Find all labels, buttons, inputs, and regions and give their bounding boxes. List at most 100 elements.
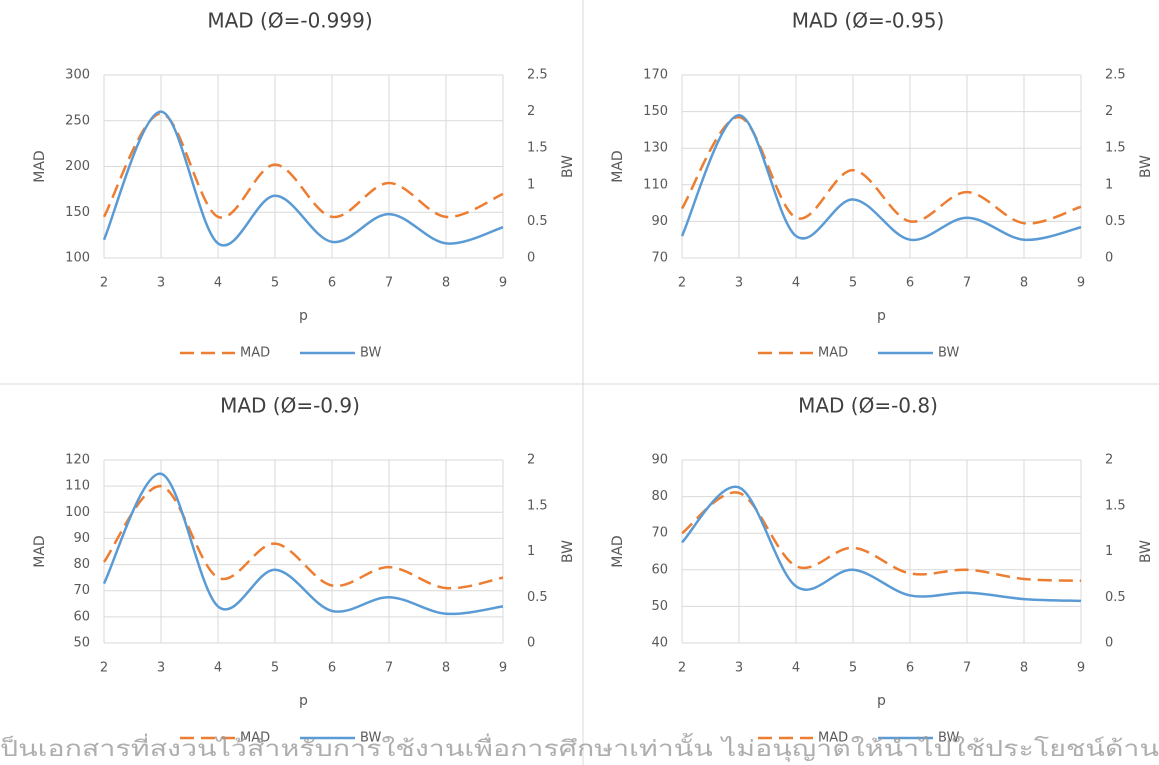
x-tick-label: 9: [1077, 661, 1085, 676]
y-tick-label: 90: [651, 453, 668, 468]
y2-tick-label: 2.5: [1105, 68, 1126, 83]
y-tick-label: 110: [65, 479, 90, 494]
chart-title: MAD (Ø=-0.8): [798, 394, 938, 418]
y-tick-label: 100: [65, 505, 90, 520]
y2-tick-label: 0: [1105, 251, 1113, 266]
x-tick-label: 4: [792, 661, 800, 676]
y2-tick-label: 2.5: [527, 68, 548, 83]
x-tick-label: 3: [735, 661, 743, 676]
x-axis-label: p: [877, 308, 886, 324]
y-tick-label: 60: [651, 562, 668, 577]
x-tick-label: 5: [271, 661, 279, 676]
series-line: [102, 484, 504, 590]
chart-title: MAD (Ø=-0.9): [220, 394, 360, 418]
y-tick-label: 90: [73, 531, 90, 546]
y-tick-label: 50: [73, 636, 90, 651]
legend-label: MAD: [818, 346, 848, 361]
y2-axis-label: BW: [560, 540, 576, 563]
x-tick-label: 5: [849, 276, 857, 291]
x-tick-label: 2: [678, 661, 686, 676]
y-tick-label: 80: [651, 489, 668, 504]
y-tick-label: 80: [73, 557, 90, 572]
y2-tick-label: 2: [1105, 104, 1113, 119]
y-axis-label: MAD: [610, 535, 626, 567]
x-tick-label: 9: [1077, 276, 1085, 291]
y-tick-label: 100: [65, 251, 90, 266]
y-tick-label: 50: [651, 599, 668, 614]
y-tick-label: 170: [643, 68, 668, 83]
y2-axis-label: BW: [560, 155, 576, 178]
legend-label: MAD: [818, 731, 848, 746]
watermark: ป็นเอกสารที่สงวนไว้สำหรับการใช้งานเพื่อก…: [0, 733, 1159, 762]
series-line: [102, 472, 504, 616]
x-tick-label: 5: [271, 276, 279, 291]
y2-tick-label: 0: [1105, 636, 1113, 651]
y-axis-label: MAD: [32, 150, 48, 182]
x-tick-label: 8: [442, 276, 450, 291]
y-tick-label: 70: [651, 526, 668, 541]
legend-label: MAD: [240, 731, 270, 746]
y-tick-label: 40: [651, 636, 668, 651]
y2-tick-label: 1.5: [527, 141, 548, 156]
y-tick-label: 60: [73, 609, 90, 624]
y-tick-label: 90: [651, 214, 668, 229]
y2-tick-label: 1: [527, 544, 535, 559]
y2-axis-label: BW: [1138, 540, 1154, 563]
y-tick-label: 70: [73, 583, 90, 598]
y2-tick-label: 1: [1105, 177, 1113, 192]
y2-tick-label: 0: [527, 636, 535, 651]
x-tick-label: 2: [100, 276, 108, 291]
x-tick-label: 4: [792, 276, 800, 291]
y-tick-label: 70: [651, 251, 668, 266]
y2-tick-label: 1: [527, 177, 535, 192]
legend-label: BW: [938, 346, 959, 361]
y2-tick-label: 1.5: [1105, 141, 1126, 156]
x-tick-label: 4: [214, 276, 222, 291]
y-tick-label: 120: [65, 453, 90, 468]
series-line: [681, 485, 1082, 603]
y-tick-label: 250: [65, 113, 90, 128]
x-tick-label: 3: [157, 661, 165, 676]
legend-label: BW: [360, 346, 381, 361]
y2-axis-label: BW: [1138, 155, 1154, 178]
y-tick-label: 110: [643, 177, 668, 192]
x-tick-label: 9: [499, 661, 507, 676]
y-tick-label: 150: [643, 104, 668, 119]
x-tick-label: 8: [442, 661, 450, 676]
chart-title: MAD (Ø=-0.95): [792, 9, 945, 33]
legend-label: BW: [938, 731, 959, 746]
x-axis-label: p: [299, 693, 308, 709]
x-tick-label: 8: [1020, 661, 1028, 676]
x-tick-label: 6: [328, 661, 336, 676]
x-tick-label: 6: [906, 276, 914, 291]
y2-tick-label: 2: [1105, 453, 1113, 468]
y2-tick-label: 0.5: [1105, 590, 1126, 605]
series-line: [680, 114, 1082, 242]
x-tick-label: 4: [214, 661, 222, 676]
y2-tick-label: 0.5: [527, 590, 548, 605]
x-tick-label: 7: [963, 276, 971, 291]
x-axis-label: p: [877, 693, 886, 709]
y2-tick-label: 1.5: [527, 498, 548, 513]
x-tick-label: 2: [678, 276, 686, 291]
y-tick-label: 130: [643, 141, 668, 156]
x-tick-label: 6: [906, 661, 914, 676]
y2-tick-label: 1.5: [1105, 498, 1126, 513]
y-tick-label: 150: [65, 205, 90, 220]
series-line: [680, 115, 1082, 225]
series-line: [102, 112, 504, 219]
y2-tick-label: 2: [527, 104, 535, 119]
chart-title: MAD (Ø=-0.999): [207, 9, 372, 33]
x-tick-label: 3: [157, 276, 165, 291]
series-line: [102, 110, 504, 247]
y2-tick-label: 0.5: [1105, 214, 1126, 229]
x-tick-label: 7: [385, 276, 393, 291]
y-tick-label: 200: [65, 159, 90, 174]
y-axis-label: MAD: [32, 535, 48, 567]
legend-label: BW: [360, 731, 381, 746]
series-line: [681, 491, 1082, 583]
x-tick-label: 2: [100, 661, 108, 676]
x-tick-label: 3: [735, 276, 743, 291]
x-tick-label: 5: [849, 661, 857, 676]
